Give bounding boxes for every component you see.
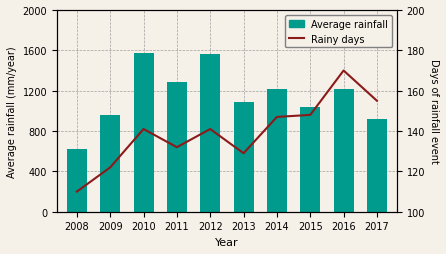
Bar	[167, 82, 187, 212]
X-axis label: Year: Year	[215, 237, 239, 247]
Bar	[67, 150, 87, 212]
Bar	[234, 102, 254, 212]
Bar	[334, 89, 354, 212]
Bar	[100, 116, 120, 212]
Legend: Average rainfall, Rainy days: Average rainfall, Rainy days	[285, 16, 392, 48]
Bar	[367, 119, 387, 212]
Y-axis label: Average rainfall (mm/year): Average rainfall (mm/year)	[7, 46, 17, 177]
Bar	[300, 107, 320, 212]
Bar	[200, 55, 220, 212]
Y-axis label: Days of rainfall event: Days of rainfall event	[429, 59, 439, 164]
Bar	[133, 54, 153, 212]
Bar	[267, 89, 287, 212]
